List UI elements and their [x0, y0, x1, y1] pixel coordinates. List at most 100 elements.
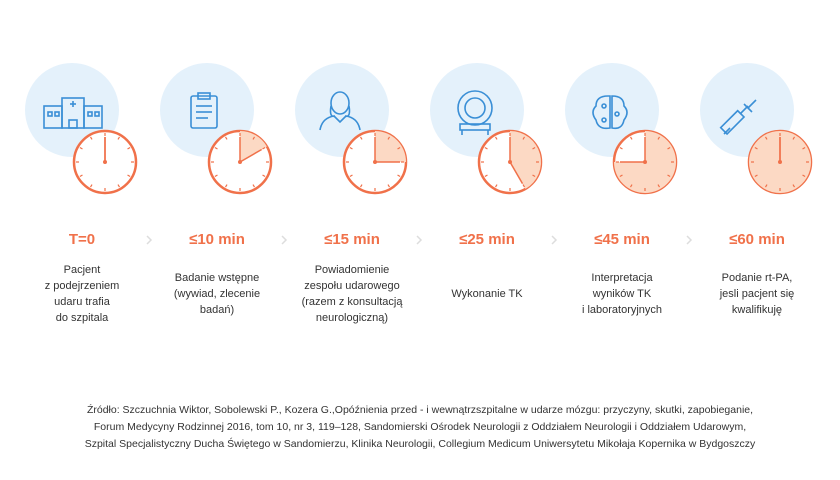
clipboard-icon: [190, 92, 218, 129]
clock-tick: [619, 146, 623, 150]
clock-tick: [522, 136, 526, 140]
step-description: (razem z konsultacją: [302, 296, 404, 308]
clock-tick: [494, 136, 498, 140]
clock-tick: [494, 184, 498, 188]
clock-tick: [484, 146, 488, 150]
time-label: ≤60 min: [729, 231, 785, 248]
step-description: Wykonanie TK: [451, 288, 523, 300]
clock-center: [103, 160, 107, 164]
clock-tick: [792, 136, 796, 140]
clock-tick: [262, 146, 266, 150]
clock-tick: [387, 136, 391, 140]
clock-tick: [349, 174, 353, 178]
clock-tick: [127, 174, 131, 178]
step-description: i laboratoryjnych: [582, 304, 662, 316]
step-description: wyników TK: [592, 288, 652, 300]
clock-tick: [397, 146, 401, 150]
clock-tick: [117, 136, 121, 140]
clock-tick: [629, 184, 633, 188]
step-description: do szpitala: [56, 312, 109, 324]
clock-tick: [224, 136, 228, 140]
step-description: Badanie wstępne: [175, 272, 259, 284]
step-description: (wywiad, zlecenie: [174, 288, 260, 300]
clock-tick: [657, 136, 661, 140]
clock-tick: [667, 146, 671, 150]
clock-tick: [619, 174, 623, 178]
chevron: [551, 235, 558, 245]
steps: T=0 Pacjent z podejrzeniem udaru trafia do s…: [45, 129, 813, 450]
brain-icon: [592, 95, 628, 130]
clock-tick: [224, 184, 228, 188]
source-text: Forum Medycyny Rodzinnej 2016, tom 10, n…: [94, 421, 746, 433]
clock-tick: [387, 184, 391, 188]
clock-center: [778, 160, 782, 164]
scanner-icon: [457, 90, 493, 135]
clock-tick: [667, 174, 671, 178]
chevron: [416, 235, 423, 245]
clock-center: [238, 160, 242, 164]
clock-tick: [802, 174, 806, 178]
clock-tick: [252, 136, 256, 140]
clock-hand: [239, 148, 263, 163]
clock-tick: [214, 174, 218, 178]
clock-hand: [509, 161, 524, 185]
step-description: Podanie rt-PA,: [722, 272, 793, 284]
step-description: jesli pacjent się: [719, 288, 795, 300]
step-description: neurologiczną): [316, 312, 388, 324]
step-description: kwalifikuję: [732, 304, 782, 316]
elapsed-sector: [375, 131, 406, 162]
icons: [43, 90, 757, 136]
person-icon: [319, 91, 361, 131]
clock-tick: [89, 136, 93, 140]
clock-center: [373, 160, 377, 164]
clock-tick: [657, 184, 661, 188]
clock-tick: [764, 136, 768, 140]
clock-center: [643, 160, 647, 164]
clock-tick: [754, 174, 758, 178]
clock-center: [508, 160, 512, 164]
hospital-icon: [43, 97, 103, 129]
clock-tick: [89, 184, 93, 188]
clock-tick: [764, 184, 768, 188]
chevron: [686, 235, 693, 245]
time-label: ≤25 min: [459, 231, 515, 248]
step-description: badań): [200, 304, 234, 316]
clock-tick: [792, 184, 796, 188]
clock-tick: [262, 174, 266, 178]
clock-tick: [754, 146, 758, 150]
step-description: z podejrzeniem: [45, 280, 120, 292]
clock-tick: [532, 146, 536, 150]
elapsed-sector: [240, 131, 267, 162]
chevron: [146, 235, 153, 245]
clock-tick: [79, 146, 83, 150]
backgrounds: [25, 63, 794, 157]
time-label: T=0: [69, 231, 95, 248]
step-description: Powiadomienie: [315, 264, 390, 276]
clock-tick: [484, 174, 488, 178]
syringe-icon: [719, 99, 757, 136]
clock-tick: [802, 146, 806, 150]
clock-tick: [349, 146, 353, 150]
clock-tick: [214, 146, 218, 150]
step-description: Interpretacja: [591, 272, 653, 284]
chevron: [281, 235, 288, 245]
step-description: zespołu udarowego: [304, 280, 399, 292]
clock-tick: [522, 184, 526, 188]
source-text: Szpital Specjalistyczny Ducha Świętego w…: [85, 437, 756, 450]
clock-tick: [79, 174, 83, 178]
clock-tick: [127, 146, 131, 150]
step-description: udaru trafia: [54, 296, 111, 308]
time-label: ≤15 min: [324, 231, 380, 248]
clock-tick: [359, 184, 363, 188]
step-description: Pacjent: [64, 264, 101, 276]
clock-tick: [397, 174, 401, 178]
time-label: ≤10 min: [189, 231, 245, 248]
clock-tick: [252, 184, 256, 188]
clock-tick: [629, 136, 633, 140]
clock-tick: [532, 174, 536, 178]
clock-tick: [117, 184, 121, 188]
time-label: ≤45 min: [594, 231, 650, 248]
clock-tick: [359, 136, 363, 140]
source-text: Źródło: Szczuchnia Wiktor, Sobolewski P.…: [87, 403, 753, 416]
